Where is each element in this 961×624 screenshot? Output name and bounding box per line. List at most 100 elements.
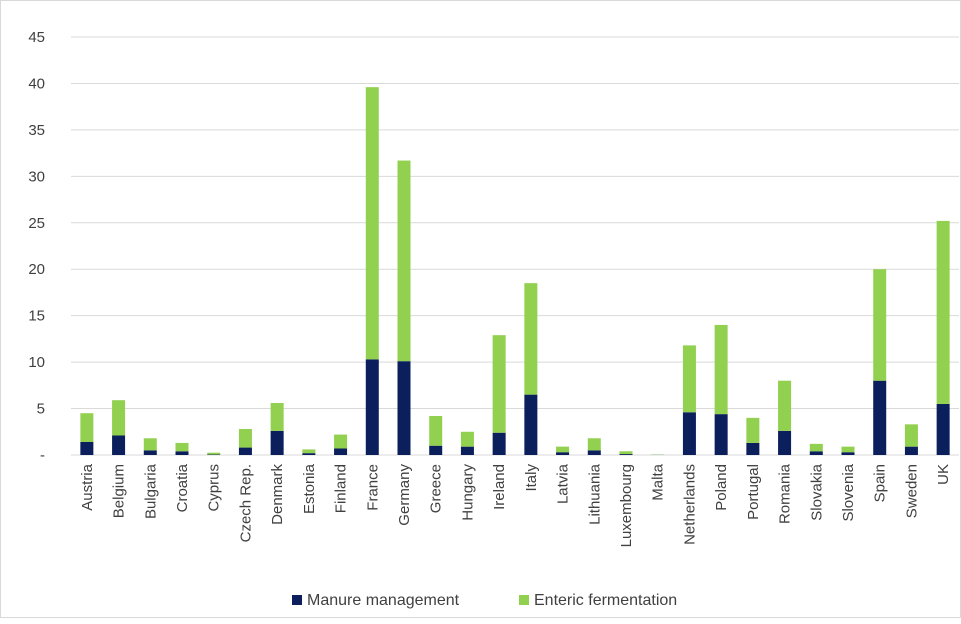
bar-portugal-enteric-fermentation xyxy=(746,418,759,443)
x-tick-label: Hungary xyxy=(459,464,476,521)
bar-spain-manure-management xyxy=(873,381,886,455)
x-tick-label: Greece xyxy=(428,464,445,513)
bar-spain-enteric-fermentation xyxy=(873,269,886,380)
x-tick-label: Lithuania xyxy=(586,463,603,525)
x-tick-label: Spain xyxy=(872,464,889,502)
bar-poland-manure-management xyxy=(715,414,728,455)
x-tick-label: Croatia xyxy=(174,463,191,512)
bar-sweden-manure-management xyxy=(905,447,918,455)
bar-belgium-manure-management xyxy=(112,435,125,455)
bar-luxembourg-enteric-fermentation xyxy=(620,451,633,454)
y-tick-label: 35 xyxy=(28,122,45,139)
bar-slovakia-enteric-fermentation xyxy=(810,444,823,451)
legend-label: Manure management xyxy=(307,592,460,609)
bar-greece-manure-management xyxy=(429,446,442,455)
bar-uk-enteric-fermentation xyxy=(937,221,950,404)
bar-finland-manure-management xyxy=(334,448,347,455)
bar-austria-enteric-fermentation xyxy=(80,413,93,442)
bar-germany-manure-management xyxy=(398,361,411,455)
x-tick-label: Ireland xyxy=(491,464,508,510)
bar-netherlands-manure-management xyxy=(683,412,696,455)
bar-hungary-enteric-fermentation xyxy=(461,432,474,447)
x-tick-label: Poland xyxy=(713,464,730,511)
x-tick-label: Denmark xyxy=(269,464,286,525)
x-tick-label: UK xyxy=(935,464,952,485)
gridlines xyxy=(71,37,959,455)
y-tick-label: 30 xyxy=(28,168,45,185)
x-tick-label: Latvia xyxy=(555,463,572,504)
bar-bulgaria-enteric-fermentation xyxy=(144,438,157,450)
x-tick-label: Romania xyxy=(777,463,794,524)
bar-poland-enteric-fermentation xyxy=(715,325,728,414)
bar-france-enteric-fermentation xyxy=(366,87,379,359)
y-tick-label: 25 xyxy=(28,215,45,232)
bar-romania-manure-management xyxy=(778,431,791,455)
bar-ireland-enteric-fermentation xyxy=(493,335,506,433)
x-axis: Austria Belgium Bulgaria Croatia Cyprus Czech… xyxy=(79,463,952,547)
bar-italy-enteric-fermentation xyxy=(524,283,537,394)
bar-cyprus-enteric-fermentation xyxy=(207,453,220,455)
bar-greece-enteric-fermentation xyxy=(429,416,442,446)
x-tick-label: Cyprus xyxy=(206,464,223,512)
legend-swatch xyxy=(519,595,529,605)
x-tick-label: Malta xyxy=(650,463,667,500)
bar-czech-rep--manure-management xyxy=(239,448,252,455)
x-tick-label: Slovakia xyxy=(808,463,825,520)
bar-sweden-enteric-fermentation xyxy=(905,424,918,446)
bar-austria-manure-management xyxy=(80,442,93,455)
x-tick-label: France xyxy=(364,464,381,511)
x-tick-label: Czech Rep. xyxy=(237,464,254,542)
y-tick-label: 45 xyxy=(28,29,45,46)
bar-czech-rep--enteric-fermentation xyxy=(239,429,252,448)
bar-latvia-manure-management xyxy=(556,452,569,455)
bar-hungary-manure-management xyxy=(461,447,474,455)
x-tick-label: Finland xyxy=(333,464,350,513)
x-tick-label: Austria xyxy=(79,463,96,510)
bar-lithuania-enteric-fermentation xyxy=(588,438,601,450)
bar-ireland-manure-management xyxy=(493,433,506,455)
bar-italy-manure-management xyxy=(524,395,537,455)
bar-uk-manure-management xyxy=(937,404,950,455)
bar-latvia-enteric-fermentation xyxy=(556,447,569,453)
x-tick-label: Luxembourg xyxy=(618,464,635,547)
x-tick-label: Germany xyxy=(396,464,413,526)
x-tick-label: Belgium xyxy=(111,464,128,518)
bar-germany-enteric-fermentation xyxy=(398,161,411,362)
x-tick-label: Italy xyxy=(523,464,540,492)
y-axis: - 5 10 15 20 25 30 35 40 45 xyxy=(28,29,45,464)
bar-slovakia-manure-management xyxy=(810,451,823,455)
y-tick-label: - xyxy=(40,447,45,464)
bar-denmark-enteric-fermentation xyxy=(271,403,284,431)
y-tick-label: 20 xyxy=(28,261,45,278)
bar-romania-enteric-fermentation xyxy=(778,381,791,431)
bar-estonia-manure-management xyxy=(302,453,315,455)
x-tick-label: Slovenia xyxy=(840,463,857,521)
x-tick-label: Estonia xyxy=(301,463,318,514)
bar-portugal-manure-management xyxy=(746,443,759,455)
bar-netherlands-enteric-fermentation xyxy=(683,345,696,412)
bar-bulgaria-manure-management xyxy=(144,450,157,455)
bar-croatia-manure-management xyxy=(176,451,189,455)
bar-belgium-enteric-fermentation xyxy=(112,400,125,435)
bar-lithuania-manure-management xyxy=(588,450,601,455)
bar-estonia-enteric-fermentation xyxy=(302,449,315,453)
y-tick-label: 40 xyxy=(28,75,45,92)
x-tick-label: Portugal xyxy=(745,464,762,520)
bars xyxy=(80,87,949,455)
bar-finland-enteric-fermentation xyxy=(334,435,347,449)
x-tick-label: Netherlands xyxy=(681,464,698,545)
x-tick-label: Sweden xyxy=(903,464,920,518)
bar-denmark-manure-management xyxy=(271,431,284,455)
bar-luxembourg-manure-management xyxy=(620,454,633,455)
legend-swatch xyxy=(292,595,302,605)
y-tick-label: 15 xyxy=(28,308,45,325)
x-tick-label: Bulgaria xyxy=(142,463,159,519)
legend: Manure management Enteric fermentation xyxy=(292,592,677,609)
y-tick-label: 5 xyxy=(37,401,45,418)
y-tick-label: 10 xyxy=(28,354,45,371)
legend-label: Enteric fermentation xyxy=(534,592,677,609)
bar-slovenia-manure-management xyxy=(842,452,855,455)
bar-croatia-enteric-fermentation xyxy=(176,443,189,451)
